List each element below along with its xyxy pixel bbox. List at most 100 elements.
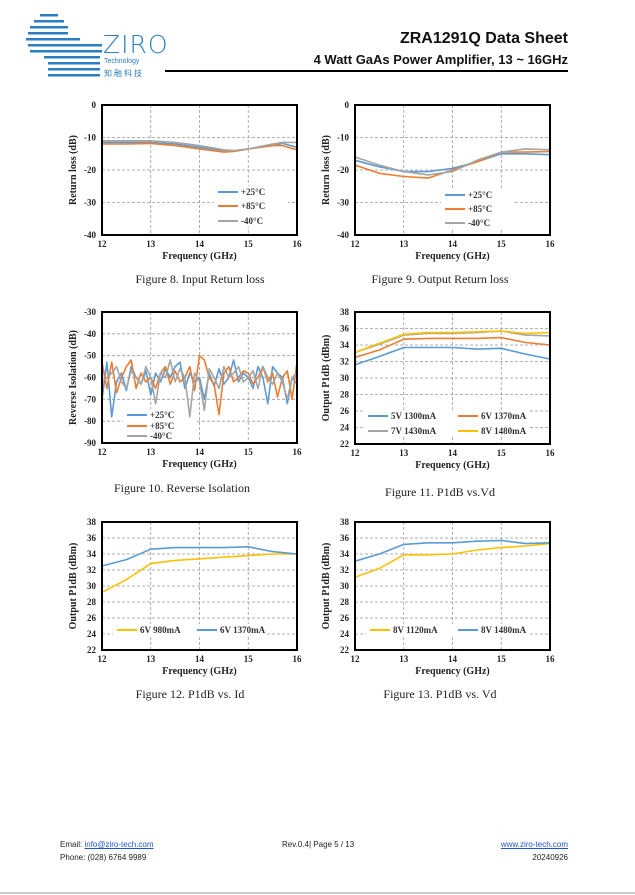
series-line xyxy=(102,140,297,152)
y-tick-label: -80 xyxy=(84,416,96,426)
chart-8: +25°C +85°C -40°C 12 13 14 15 16 0 -10 -20 -30 -40 Fr… xyxy=(68,100,302,286)
y-tick-label: 38 xyxy=(340,517,350,527)
website-link[interactable]: www.ziro-tech.com xyxy=(500,840,568,849)
x-tick-label: 15 xyxy=(497,239,507,249)
footer-phone: Phone: (028) 6764 9989 xyxy=(60,853,146,862)
series-line xyxy=(354,539,551,562)
plot-frame xyxy=(354,104,551,236)
legend-label: 7V 1430mA xyxy=(391,426,437,436)
series-line xyxy=(354,336,551,359)
x-axis-label: Frequency (GHz) xyxy=(415,460,490,471)
logo-tagline: Technology xyxy=(104,58,140,65)
y-tick-label: -30 xyxy=(84,307,96,317)
series-line xyxy=(354,153,551,173)
footer-email: Email: info@ziro-tech.com xyxy=(60,840,154,849)
x-tick-label: 15 xyxy=(244,239,254,249)
figure-caption: Figure 13. P1dB vs. Vd xyxy=(383,687,496,701)
y-tick-label: -20 xyxy=(337,165,349,175)
legend-label: 8V 1480mA xyxy=(481,625,527,635)
y-tick-label: 38 xyxy=(87,517,97,527)
x-tick-label: 14 xyxy=(448,448,458,458)
y-tick-label: 22 xyxy=(87,645,97,655)
footer-date: 20240926 xyxy=(532,853,568,862)
x-axis-label: Frequency (GHz) xyxy=(415,251,490,262)
x-tick-label: 16 xyxy=(293,447,303,457)
y-axis-label: Return loss (dB) xyxy=(321,135,332,205)
chart-10: +25°C+85°C-40°C 12 13 14 15 16 -30 -40 -50 -60 -70… xyxy=(68,307,302,495)
series-line xyxy=(354,346,551,366)
series-line xyxy=(354,330,551,354)
legend-label: +85°C xyxy=(150,421,174,431)
x-axis-label: Frequency (GHz) xyxy=(162,251,237,262)
y-tick-label: 28 xyxy=(340,390,350,400)
y-tick-label: 36 xyxy=(87,533,97,543)
series-line xyxy=(354,542,551,578)
plot-frame xyxy=(354,521,551,651)
y-tick-label: 28 xyxy=(87,597,97,607)
legend-label: +25°C xyxy=(468,190,492,200)
y-tick-label: 28 xyxy=(340,597,350,607)
y-tick-label: -90 xyxy=(84,438,96,448)
x-tick-label: 12 xyxy=(351,654,361,664)
header-divider xyxy=(165,70,568,72)
legend-label: 8V 1120mA xyxy=(393,625,438,635)
x-axis-label: Frequency (GHz) xyxy=(162,666,237,677)
y-tick-label: 32 xyxy=(340,357,350,367)
legend-background xyxy=(364,410,528,437)
email-link[interactable]: info@ziro-tech.com xyxy=(84,840,154,849)
x-tick-label: 15 xyxy=(497,448,507,458)
y-tick-label: -10 xyxy=(337,133,349,143)
x-tick-label: 14 xyxy=(448,654,458,664)
y-tick-label: 34 xyxy=(340,340,350,350)
series-line xyxy=(101,545,298,567)
y-tick-label: 30 xyxy=(340,581,350,591)
chart-13: 8V 1120mA 8V 1480mA 12 13 14 15 16 38 36 34 32 30 28… xyxy=(321,517,555,701)
x-tick-label: 16 xyxy=(546,654,556,664)
x-tick-label: 15 xyxy=(244,654,254,664)
series-line xyxy=(354,148,551,176)
x-axis-label: Frequency (GHz) xyxy=(162,459,237,470)
y-tick-label: 36 xyxy=(340,324,350,334)
figure-caption: Figure 8. Input Return loss xyxy=(136,272,265,286)
y-tick-label: 36 xyxy=(340,533,350,543)
plot-frame xyxy=(101,521,298,651)
page-subtitle: 4 Watt GaAs Power Amplifier, 13 ~ 16GHz xyxy=(313,52,568,67)
logo-name: ZIRO xyxy=(103,30,169,59)
x-tick-label: 14 xyxy=(195,654,205,664)
x-tick-label: 14 xyxy=(195,447,205,457)
y-tick-label: 32 xyxy=(340,565,350,575)
legend-label: +25°C xyxy=(150,410,174,420)
legend-label: 6V 980mA xyxy=(140,625,181,635)
y-axis-label: Output P1dB (dBm) xyxy=(68,543,79,630)
logo-chinese: 知融科技 xyxy=(104,69,144,78)
y-axis-label: Output P1dB (dBm) xyxy=(321,335,332,422)
chart-9: +25°C +85°C -40°C 12 13 14 15 16 0 -10 -20 -30 -40 Fr… xyxy=(321,100,555,286)
email-label: Email: xyxy=(60,840,83,849)
y-tick-label: 22 xyxy=(340,439,350,449)
figure-caption: Figure 9. Output Return loss xyxy=(372,272,509,286)
page-bottom-border xyxy=(0,892,635,894)
x-tick-label: 12 xyxy=(98,654,108,664)
chart-11: 5V 1300mA 6V 1370mA 7V 1430mA 8V 1480mA 12 13… xyxy=(321,307,555,499)
y-tick-label: 22 xyxy=(340,645,350,655)
x-tick-label: 15 xyxy=(244,447,254,457)
y-tick-label: 26 xyxy=(87,613,97,623)
y-tick-label: -40 xyxy=(84,329,96,339)
legend-label: 6V 1370mA xyxy=(481,411,527,421)
y-tick-label: 24 xyxy=(340,423,350,433)
y-tick-label: 24 xyxy=(87,629,97,639)
y-tick-label: 38 xyxy=(340,307,350,317)
legend-background xyxy=(113,624,267,636)
y-tick-label: -40 xyxy=(337,230,349,240)
y-tick-label: -50 xyxy=(84,351,96,361)
plot-frame xyxy=(101,311,298,444)
legend-label: 8V 1480mA xyxy=(481,426,527,436)
footer-revision: Rev.0.4| Page 5 / 13 xyxy=(282,840,355,849)
legend-label: 5V 1300mA xyxy=(391,411,437,421)
y-tick-label: 26 xyxy=(340,613,350,623)
x-tick-label: 14 xyxy=(448,239,458,249)
x-tick-label: 12 xyxy=(98,239,108,249)
legend-label: -40°C xyxy=(150,431,172,441)
y-tick-label: 24 xyxy=(340,629,350,639)
